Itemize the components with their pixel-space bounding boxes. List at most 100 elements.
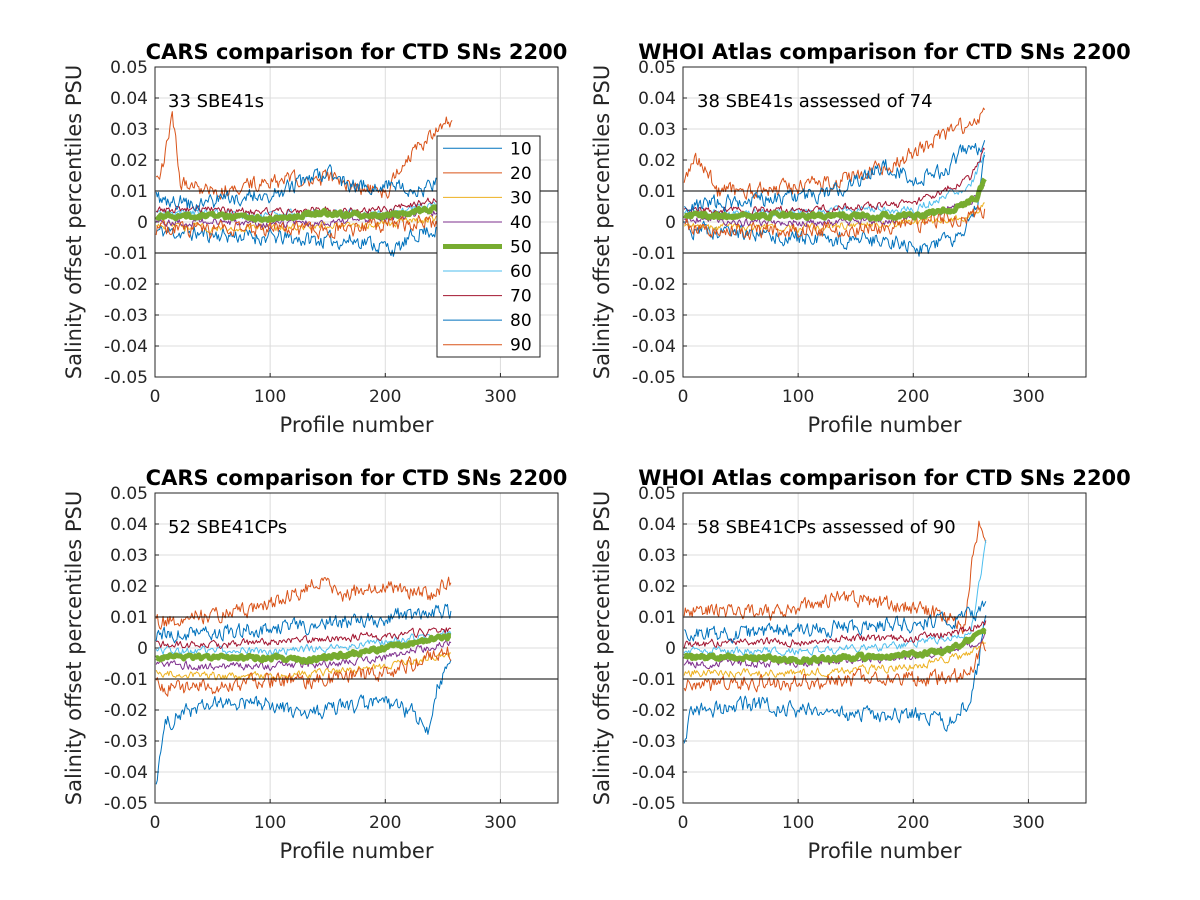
y-tick-label: -0.04 (104, 337, 148, 357)
y-tick-label: -0.03 (104, 732, 148, 752)
y-tick-label: -0.05 (632, 794, 676, 814)
y-tick-label: 0.01 (110, 182, 148, 202)
x-tick-label: 0 (678, 387, 689, 407)
x-tick-label: 100 (782, 387, 814, 407)
x-tick-label: 200 (897, 387, 929, 407)
axes-frame (682, 492, 1087, 804)
legend-label-40: 40 (510, 213, 532, 233)
y-tick-label: 0.05 (110, 58, 148, 78)
series-line-50 (683, 177, 987, 222)
y-tick-label: 0.02 (638, 151, 676, 171)
y-axis-label: Salinity offset percentiles PSU (590, 491, 614, 805)
y-tick-label: -0.05 (632, 368, 676, 388)
y-tick-label: -0.03 (104, 306, 148, 326)
legend-label-70: 70 (510, 287, 532, 307)
series-line-10 (155, 659, 452, 785)
series-line-30 (683, 640, 986, 678)
y-tick-label: -0.03 (632, 306, 676, 326)
series-line-60 (155, 629, 452, 656)
y-tick-label: -0.02 (104, 701, 148, 721)
legend-label-20: 20 (510, 164, 532, 184)
y-axis-label: Salinity offset percentiles PSU (590, 65, 614, 379)
legend-label-50: 50 (510, 238, 532, 258)
chart-panel-bottom-left: 0 100 200 300 -0.05 -0.04 -0.03 -0.02 -0.01 0 0.01… (62, 466, 567, 863)
x-axis-label: Profile number (808, 839, 962, 863)
legend: 10 20 30 40 50 60 70 80 90 (436, 135, 541, 358)
y-axis-label: Salinity offset percentiles PSU (62, 65, 86, 379)
x-tick-label: 100 (782, 813, 814, 833)
chart-title: CARS comparison for CTD SNs 2200 (146, 466, 568, 490)
series-group (683, 107, 987, 257)
x-tick-label: 100 (254, 387, 286, 407)
y-tick-label: 0.05 (638, 484, 676, 504)
y-tick-label: 0.04 (110, 515, 148, 535)
axes-frame (154, 66, 559, 378)
y-tick-label: -0.02 (632, 275, 676, 295)
series-line-10 (683, 615, 987, 744)
x-tick-label: 200 (369, 813, 401, 833)
x-tick-label: 100 (254, 813, 286, 833)
series-line-70 (683, 620, 987, 649)
x-tick-label: 0 (150, 813, 161, 833)
y-tick-label: 0.01 (110, 608, 148, 628)
series-line-80 (683, 140, 986, 216)
legend-label-80: 80 (510, 311, 532, 331)
series-line-80 (683, 600, 987, 644)
x-tick-label: 200 (369, 387, 401, 407)
y-tick-label: 0.02 (110, 577, 148, 597)
y-tick-label: 0.03 (638, 546, 676, 566)
y-tick-label: -0.01 (104, 670, 148, 690)
axes-frame (682, 66, 1087, 378)
series-group (683, 520, 988, 744)
chart-title: CARS comparison for CTD SNs 2200 (146, 40, 568, 64)
x-tick-label: 300 (1012, 813, 1044, 833)
y-tick-label: -0.02 (632, 701, 676, 721)
y-tick-label: -0.04 (632, 337, 676, 357)
series-line-10 (683, 154, 986, 257)
annotation-text: 38 SBE41s assessed of 74 (697, 91, 933, 112)
annotation-text: 52 SBE41CPs (168, 517, 287, 538)
chart-title: WHOI Atlas comparison for CTD SNs 2200 (638, 466, 1131, 490)
x-axis-label: Profile number (808, 413, 962, 437)
x-axis-label: Profile number (280, 839, 434, 863)
legend-label-90: 90 (510, 336, 532, 356)
series-line-70 (683, 147, 986, 216)
chart-title: WHOI Atlas comparison for CTD SNs 2200 (638, 40, 1131, 64)
y-axis-label: Salinity offset percentiles PSU (62, 491, 86, 805)
series-line-90 (155, 646, 452, 697)
series-line-60 (683, 539, 987, 656)
x-axis-label: Profile number (280, 413, 434, 437)
legend-label-60: 60 (510, 262, 532, 282)
y-tick-label: 0.03 (638, 120, 676, 140)
series-line-70 (155, 627, 452, 649)
x-tick-label: 300 (484, 813, 516, 833)
series-group (155, 576, 453, 785)
y-tick-label: -0.04 (632, 763, 676, 783)
y-tick-label: 0.01 (638, 608, 676, 628)
y-tick-label: 0.04 (638, 89, 676, 109)
series-line-50 (683, 627, 988, 666)
y-tick-label: -0.04 (104, 763, 148, 783)
y-tick-label: 0.03 (110, 546, 148, 566)
chart-panel-top-right: 0 100 200 300 -0.05 -0.04 -0.03 -0.02 -0.01 0 0.01… (590, 40, 1131, 437)
y-tick-label: -0.03 (632, 732, 676, 752)
y-tick-label: 0 (137, 213, 148, 233)
y-tick-label: 0.04 (638, 515, 676, 535)
series-line-50 (155, 632, 453, 665)
x-tick-label: 0 (150, 387, 161, 407)
series-line-90 (155, 214, 453, 240)
y-tick-label: 0.05 (638, 58, 676, 78)
y-tick-label: -0.05 (104, 368, 148, 388)
chart-panel-bottom-right: 0 100 200 300 -0.05 -0.04 -0.03 -0.02 -0.01 0 0.01… (590, 466, 1131, 863)
y-tick-label: 0 (137, 639, 148, 659)
x-tick-label: 300 (1012, 387, 1044, 407)
y-tick-label: 0.04 (110, 89, 148, 109)
y-tick-label: 0.05 (110, 484, 148, 504)
y-tick-label: -0.01 (632, 670, 676, 690)
annotation-text: 58 SBE41CPs assessed of 90 (697, 517, 956, 538)
series-line-20 (683, 520, 987, 635)
x-tick-label: 300 (484, 387, 516, 407)
series-line-70 (155, 194, 453, 217)
y-tick-label: -0.01 (632, 244, 676, 264)
